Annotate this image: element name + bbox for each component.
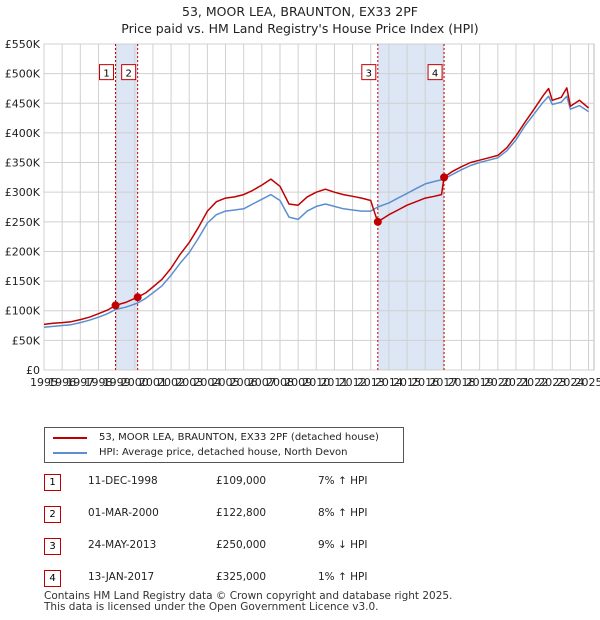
y-tick-label: £100K: [5, 305, 41, 318]
x-tick-label: 2020: [484, 376, 512, 389]
x-tick-label: 1999: [103, 376, 131, 389]
x-tick-label: 2000: [121, 376, 149, 389]
x-tick-label: 2003: [175, 376, 203, 389]
x-axis-ticks: 1995199619971998199920002001200220032004…: [30, 376, 600, 389]
sale-number-badge: 2: [44, 506, 61, 523]
x-tick-label: 1998: [84, 376, 112, 389]
x-tick-label: 2010: [302, 376, 330, 389]
sale-hpi-diff: 7% ↑ HPI: [318, 475, 368, 487]
sale-badge-label: 2: [125, 69, 131, 80]
footer-copyright: Contains HM Land Registry data © Crown c…: [44, 590, 453, 602]
sale-badge-box: [361, 64, 377, 81]
table-row: 2 01-MAR-2000 £122,800 8% ↑ HPI: [44, 506, 404, 523]
x-tick-label: 2017: [429, 376, 457, 389]
sale-price: £325,000: [216, 571, 267, 583]
sale-badge-box: [121, 64, 137, 81]
hpi-line: [43, 95, 590, 329]
y-tick-label: £300K: [5, 186, 41, 199]
price-chart: £0 £50K £100K £150K £200K £250K £300K £350K £400…: [5, 38, 600, 389]
y-tick-label: £250K: [5, 216, 41, 229]
x-tick-label: 2004: [193, 376, 221, 389]
sale-point: [440, 173, 449, 182]
x-tick-label: 2023: [538, 376, 566, 389]
x-tick-label: 2019: [466, 376, 494, 389]
sale-badge-label: 4: [432, 69, 438, 80]
legend-label-property: 53, MOOR LEA, BRAUNTON, EX33 2PF (detach…: [99, 432, 379, 443]
sale-badge-label: 1: [103, 69, 109, 80]
x-tick-label: 2013: [357, 376, 385, 389]
x-tick-label: 2012: [339, 376, 367, 389]
x-tick-label: 2021: [502, 376, 530, 389]
table-row: 1 11-DEC-1998 £109,000 7% ↑ HPI: [44, 474, 404, 491]
x-tick-label: 2005: [212, 376, 240, 389]
x-tick-label: 2011: [320, 376, 348, 389]
series-lines: [43, 87, 590, 329]
x-tick-label: 1996: [48, 376, 76, 389]
y-tick-label: £500K: [5, 68, 41, 81]
shaded-range: [377, 44, 445, 370]
legend-swatch-property: [53, 436, 87, 439]
sale-price: £250,000: [216, 539, 267, 551]
table-row: 3 24-MAY-2013 £250,000 9% ↓ HPI: [44, 538, 404, 555]
x-tick-label: 2025: [575, 376, 600, 389]
shaded-range: [115, 44, 138, 370]
legend-label-hpi: HPI: Average price, detached house, Nort…: [99, 447, 348, 458]
y-tick-label: £350K: [5, 157, 41, 170]
sale-number-badge: 4: [44, 570, 61, 587]
x-tick-label: 2024: [556, 376, 584, 389]
y-tick-label: £550K: [5, 38, 41, 51]
sale-badge-label: 3: [366, 69, 372, 80]
sale-badge-box: [99, 64, 115, 81]
sale-hpi-diff: 9% ↓ HPI: [318, 539, 368, 551]
x-tick-label: 2018: [447, 376, 475, 389]
x-tick-label: 2022: [520, 376, 548, 389]
sale-badge-box: [427, 64, 443, 81]
y-tick-label: £50K: [12, 334, 41, 347]
sale-date: 01-MAR-2000: [88, 507, 159, 519]
x-tick-label: 2008: [266, 376, 294, 389]
x-tick-label: 1997: [66, 376, 94, 389]
x-tick-label: 2001: [139, 376, 167, 389]
x-tick-label: 1995: [30, 376, 58, 389]
y-tick-label: £150K: [5, 275, 41, 288]
sale-point: [133, 293, 142, 302]
x-tick-label: 2009: [284, 376, 312, 389]
legend-item-property: 53, MOOR LEA, BRAUNTON, EX33 2PF (detach…: [53, 432, 379, 443]
legend-swatch-hpi: [53, 451, 87, 454]
property-price-line: [43, 87, 590, 326]
x-tick-label: 2015: [393, 376, 421, 389]
y-tick-label: £0: [26, 364, 40, 377]
sale-number-badge: 3: [44, 538, 61, 555]
y-tick-label: £400K: [5, 127, 41, 140]
footer-license: This data is licensed under the Open Gov…: [44, 601, 379, 613]
sale-hpi-diff: 8% ↑ HPI: [318, 507, 368, 519]
sale-number-badge: 1: [44, 474, 61, 491]
sale-point: [373, 217, 382, 226]
x-tick-label: 2014: [375, 376, 403, 389]
sale-price: £109,000: [216, 475, 267, 487]
chart-subtitle: Price paid vs. HM Land Registry's House …: [121, 21, 479, 36]
y-tick-label: £200K: [5, 245, 41, 258]
x-tick-label: 2007: [248, 376, 276, 389]
sale-date: 24-MAY-2013: [88, 539, 157, 551]
x-tick-label: 2016: [411, 376, 439, 389]
footer: Contains HM Land Registry data © Crown c…: [44, 591, 452, 613]
sale-date: 11-DEC-1998: [88, 475, 158, 487]
shaded-periods: [43, 43, 595, 371]
y-tick-label: £450K: [5, 97, 41, 110]
legend-item-hpi: HPI: Average price, detached house, Nort…: [53, 447, 348, 458]
sale-badges: 1 2 3 4: [99, 64, 443, 81]
sale-hpi-diff: 1% ↑ HPI: [318, 571, 368, 583]
y-axis-ticks: £0 £50K £100K £150K £200K £250K £300K £350K £400…: [5, 38, 41, 377]
legend: 53, MOOR LEA, BRAUNTON, EX33 2PF (detach…: [44, 427, 404, 463]
sale-point: [111, 301, 120, 310]
sale-price: £122,800: [216, 507, 267, 519]
x-tick-label: 2002: [157, 376, 185, 389]
x-tick-label: 2006: [230, 376, 258, 389]
table-row: 4 13-JAN-2017 £325,000 1% ↑ HPI: [44, 570, 404, 587]
sale-points: [111, 173, 449, 310]
chart-title: 53, MOOR LEA, BRAUNTON, EX33 2PF: [182, 4, 418, 19]
sale-date: 13-JAN-2017: [88, 571, 155, 583]
